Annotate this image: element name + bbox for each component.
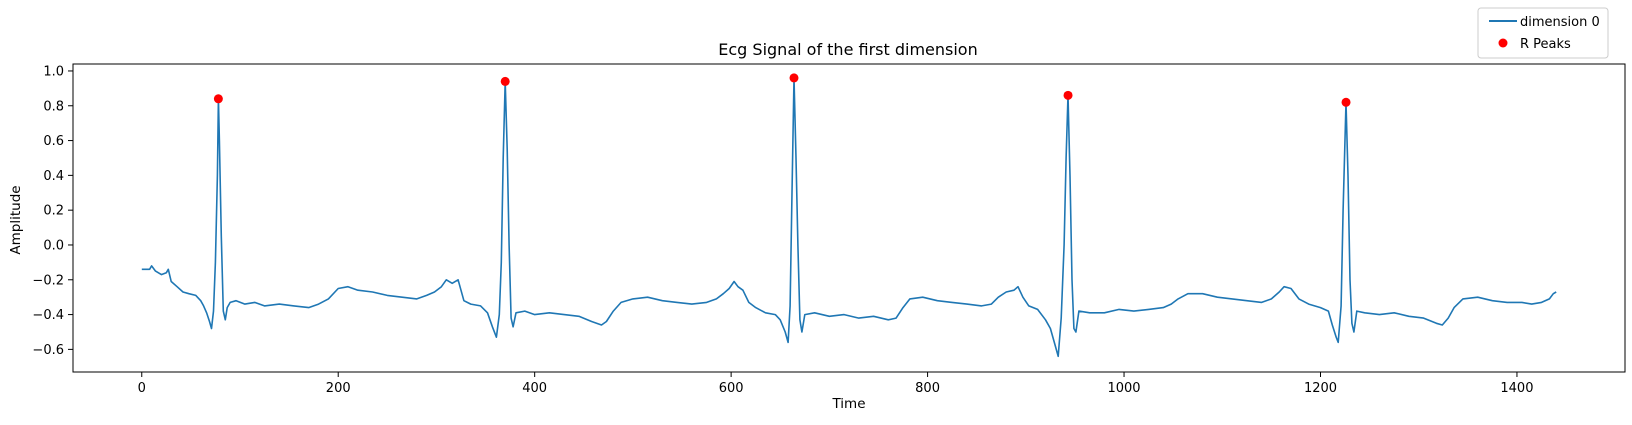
r-peak-point bbox=[1063, 90, 1073, 100]
x-tick-label: 1200 bbox=[1304, 381, 1337, 396]
legend-label-dimension-0: dimension 0 bbox=[1520, 15, 1600, 30]
chart-title: Ecg Signal of the first dimension bbox=[718, 40, 977, 59]
x-axis: 0 200 400 600 800 1000 1200 1400 bbox=[138, 372, 1533, 396]
y-tick-label: −0.6 bbox=[32, 343, 64, 358]
y-tick-label: 0.8 bbox=[43, 99, 64, 114]
x-tick-label: 0 bbox=[138, 381, 146, 396]
x-tick-label: 1400 bbox=[1500, 381, 1533, 396]
y-tick-label: 0.0 bbox=[43, 238, 64, 253]
legend-marker-swatch bbox=[1498, 38, 1508, 48]
y-tick-label: 1.0 bbox=[43, 64, 64, 79]
y-axis: −0.6 −0.4 −0.2 0.0 0.2 0.4 0.6 0.8 1.0 bbox=[32, 64, 73, 358]
y-tick-label: 0.4 bbox=[43, 169, 64, 184]
legend-label-r-peaks: R Peaks bbox=[1520, 37, 1571, 52]
x-axis-label: Time bbox=[831, 396, 865, 412]
series-layer bbox=[141, 73, 1557, 358]
x-tick-label: 1000 bbox=[1107, 381, 1140, 396]
y-axis-label: Amplitude bbox=[8, 185, 24, 254]
series-line-dimension-0 bbox=[141, 77, 1557, 358]
legend: dimension 0 R Peaks bbox=[1477, 7, 1609, 59]
x-tick-label: 600 bbox=[719, 381, 744, 396]
x-tick-label: 400 bbox=[522, 381, 547, 396]
x-tick-label: 200 bbox=[326, 381, 351, 396]
plot-area bbox=[72, 63, 1626, 373]
y-tick-label: 0.6 bbox=[43, 134, 64, 149]
x-tick-label: 800 bbox=[915, 381, 940, 396]
y-tick-label: 0.2 bbox=[43, 204, 64, 219]
r-peak-point bbox=[213, 94, 223, 104]
r-peak-point bbox=[500, 76, 510, 86]
y-tick-label: −0.2 bbox=[32, 273, 64, 288]
r-peak-point bbox=[1341, 97, 1351, 107]
r-peak-point bbox=[789, 73, 799, 83]
y-tick-label: −0.4 bbox=[32, 308, 64, 323]
